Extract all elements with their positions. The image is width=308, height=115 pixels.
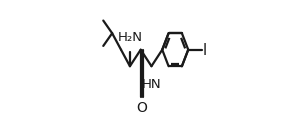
Text: H₂N: H₂N — [117, 30, 142, 43]
Text: HN: HN — [142, 77, 161, 90]
Text: O: O — [136, 100, 148, 114]
Text: I: I — [203, 43, 207, 58]
